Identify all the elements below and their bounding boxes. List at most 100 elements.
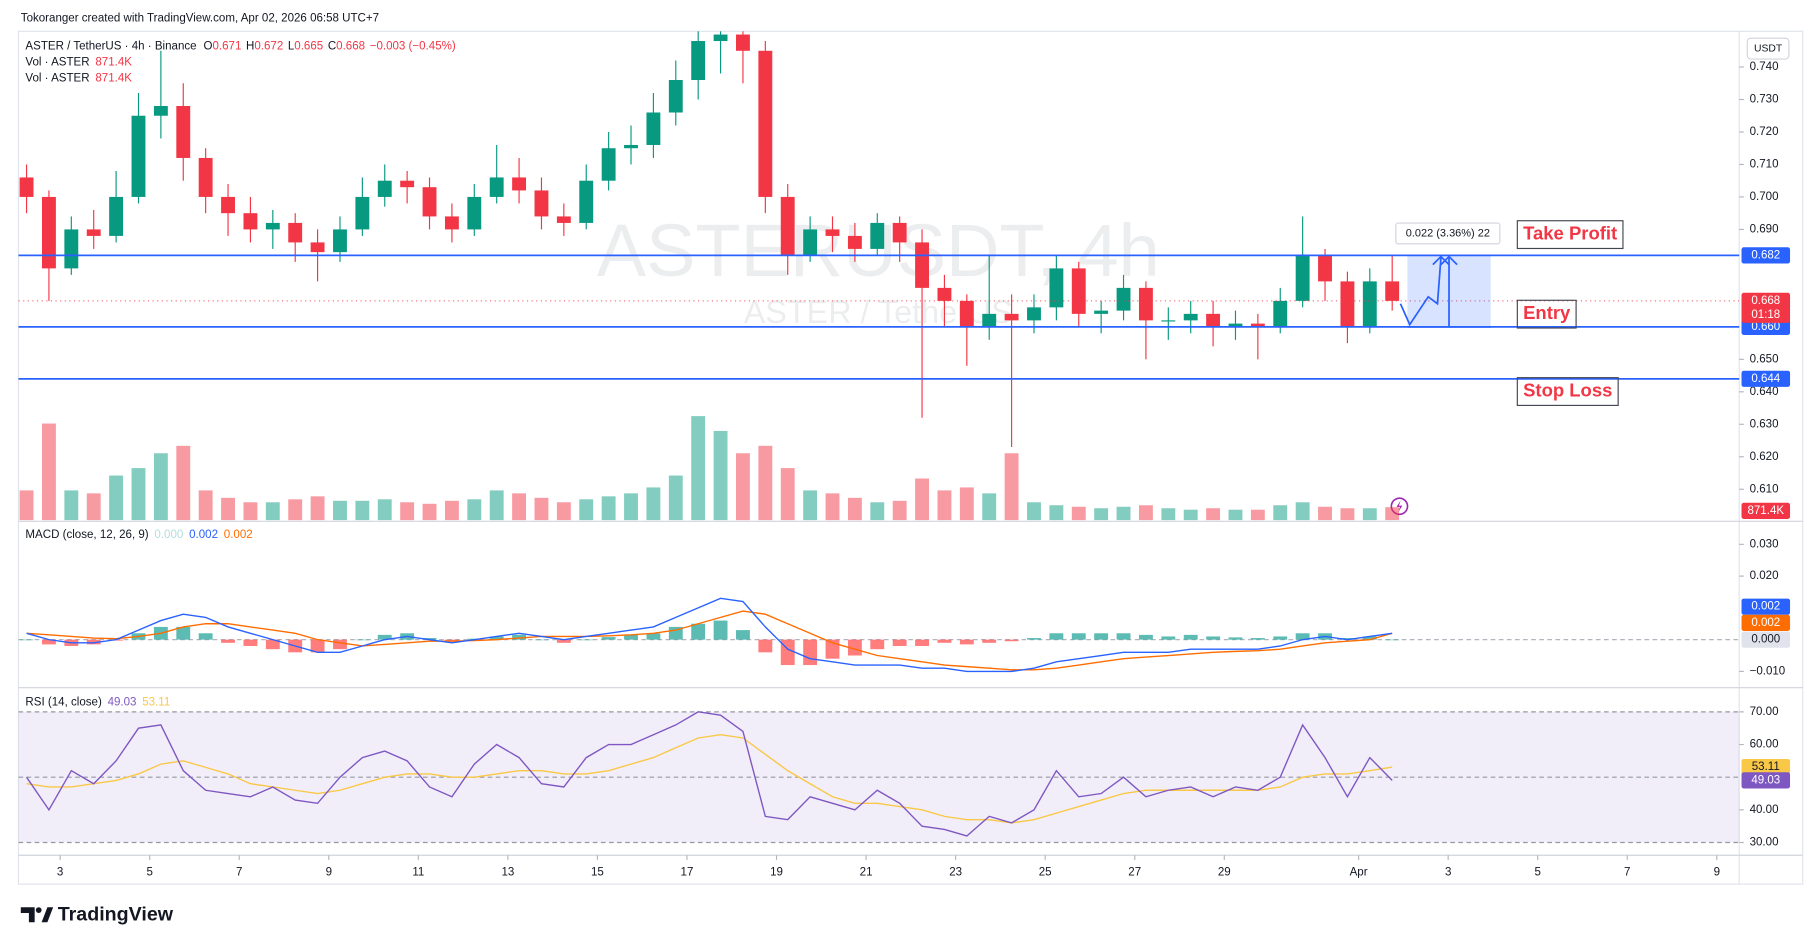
volume-bar [355, 500, 370, 521]
macd-histogram-bar [355, 639, 370, 641]
candle-body [310, 242, 325, 253]
y-tick-label: 0.690 [1750, 223, 1779, 235]
volume-bar [19, 490, 34, 521]
y-tick-label: 0.740 [1750, 61, 1779, 73]
candle-body [198, 157, 213, 197]
candle-body [1094, 310, 1109, 314]
legend-item: 0.672 [254, 40, 283, 52]
candle-body [915, 242, 929, 288]
candle-body [691, 41, 706, 81]
macd-histogram-bar [624, 634, 638, 640]
volume-bar [221, 497, 235, 521]
volume-bar [959, 487, 974, 521]
logo-mark [20, 907, 35, 923]
macd-histogram-bar [19, 639, 34, 641]
currency-box[interactable] [1746, 37, 1790, 60]
volume-tag: 871.4K [1747, 505, 1784, 517]
legend-item: 0.000 [154, 529, 183, 541]
macd-histogram-bar [176, 626, 191, 640]
macd-histogram-bar [691, 623, 706, 640]
legend: RSI (14, close) 49.03 53.11 [25, 697, 170, 709]
x-tick-label: 21 [860, 867, 873, 879]
x-tick-label: 9 [326, 867, 332, 879]
volume-bar [1340, 508, 1355, 521]
x-tick-label: 19 [770, 867, 783, 879]
macd-histogram-bar [646, 633, 661, 640]
volume-bar [937, 490, 952, 521]
candle-body [579, 180, 594, 223]
projection-arrowhead [1440, 255, 1458, 266]
candle-body [847, 235, 862, 249]
volume-bar [624, 493, 638, 521]
volume-bar [1385, 507, 1400, 521]
macd-histogram-bar [959, 639, 974, 645]
volume-bar [780, 468, 795, 521]
macd-histogram-bar [982, 639, 997, 643]
macd-tag-box [1741, 614, 1791, 631]
volume-bar [1362, 508, 1377, 521]
candle-body [64, 229, 79, 269]
candle-body [668, 80, 683, 113]
volume-bar [489, 490, 504, 521]
level-tag-box [1741, 247, 1791, 264]
macd-histogram-bar [1362, 636, 1377, 640]
volume-bar [1273, 505, 1288, 521]
macd-histogram-bar [758, 639, 773, 653]
legend-item: Vol · ASTER [25, 57, 89, 69]
volume-bar [467, 499, 482, 521]
candle-body [19, 177, 34, 197]
candle-body [1161, 320, 1176, 322]
macd-histogram-bar [489, 636, 504, 640]
candle-body [1250, 323, 1265, 327]
volume-bar [1228, 509, 1243, 521]
volume-bar [64, 490, 79, 521]
macd-histogram-bar [243, 639, 258, 646]
legend-item: 0.002 [224, 529, 253, 541]
volume-tag-box [1741, 502, 1791, 519]
volume-bar [265, 502, 280, 521]
rsi-line [25, 711, 1393, 837]
rsi-tag: 49.03 [1751, 774, 1780, 786]
projection-arrowhead [1432, 255, 1450, 266]
candle-body [355, 196, 370, 230]
y-tick-label: 0.630 [1750, 418, 1779, 430]
macd-histogram-bar [1071, 633, 1086, 640]
macd-histogram-bar [310, 639, 325, 653]
macd-histogram-bar [579, 639, 594, 641]
volume-bar [153, 453, 168, 521]
level-tag: 0.660 [1751, 321, 1780, 333]
legend-item: 0.668 [336, 40, 365, 52]
candle-body [892, 222, 907, 243]
countdown: 01:18 [1751, 309, 1780, 321]
legend-item: 49.03 [108, 697, 137, 709]
volume-bar [713, 430, 728, 521]
macd-line [26, 597, 1393, 673]
x-tick-label: 13 [501, 867, 514, 879]
legend-item: H [246, 40, 254, 52]
macd-histogram-bar [1027, 638, 1041, 640]
brand: TradingView [58, 904, 174, 926]
candle-body [870, 222, 885, 249]
legend-item: 53.11 [142, 697, 170, 709]
macd-histogram-bar [444, 639, 459, 642]
macd-histogram-bar [86, 639, 101, 645]
y-tick-label: 0.720 [1750, 126, 1779, 138]
candle-body [1004, 313, 1019, 321]
macd-histogram-bar [1183, 634, 1198, 640]
annotation: Entry [1516, 299, 1577, 329]
volume-bar [1206, 508, 1221, 521]
candle-body [1116, 287, 1131, 311]
volume-bar [310, 496, 325, 521]
candle-body [377, 180, 392, 197]
position-label-box [1395, 222, 1501, 245]
y-tick-label: 0.640 [1750, 386, 1779, 398]
candle-body [713, 34, 728, 42]
legend-item: 871.4K [95, 57, 132, 69]
candle-body [86, 229, 101, 236]
y-tick-label: 0.710 [1750, 159, 1779, 171]
y-tick-label: 0.030 [1750, 538, 1779, 550]
candle-body [265, 222, 280, 230]
candle-body [1295, 255, 1310, 301]
candle-body [422, 187, 437, 217]
